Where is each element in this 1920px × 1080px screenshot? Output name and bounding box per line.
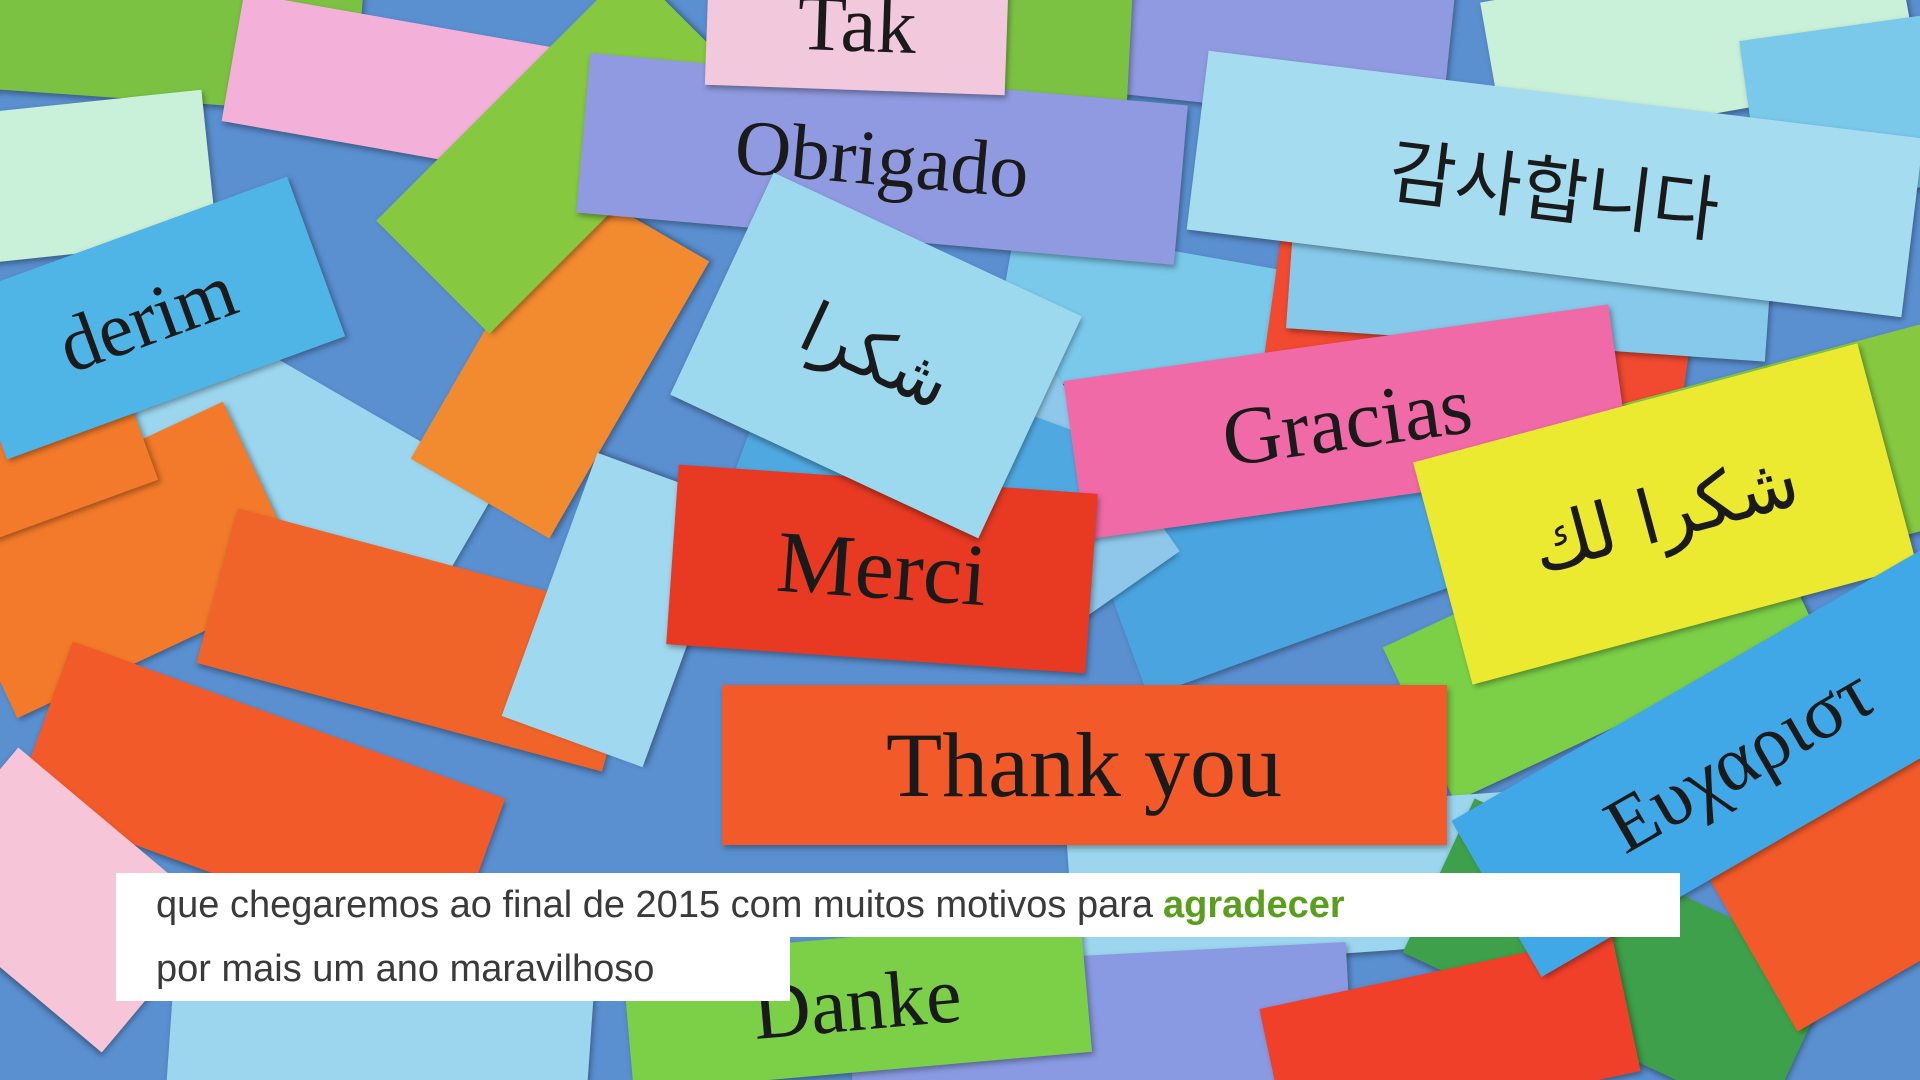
strip-word: Tak (796, 0, 918, 71)
strip-word: Thank you (885, 714, 1283, 816)
caption-text: que chegaremos ao final de 2015 com muit… (156, 883, 1153, 926)
strip-word: شكرا (788, 285, 964, 425)
caption-line: que chegaremos ao final de 2015 com muit… (116, 873, 1680, 937)
strip-word: derim (46, 245, 248, 390)
strip-word: 감사합니다 (1384, 128, 1724, 253)
caption-highlight: agradecer (1163, 883, 1345, 926)
word-strip: Tak (704, 0, 1010, 96)
word-strip: Merci (666, 464, 1098, 674)
strip-word: شكرا لك (1522, 437, 1808, 591)
word-strip: Thank you (721, 685, 1447, 845)
caption-text: por mais um ano maravilhoso (156, 947, 655, 990)
caption-line: por mais um ano maravilhoso (116, 937, 790, 1001)
